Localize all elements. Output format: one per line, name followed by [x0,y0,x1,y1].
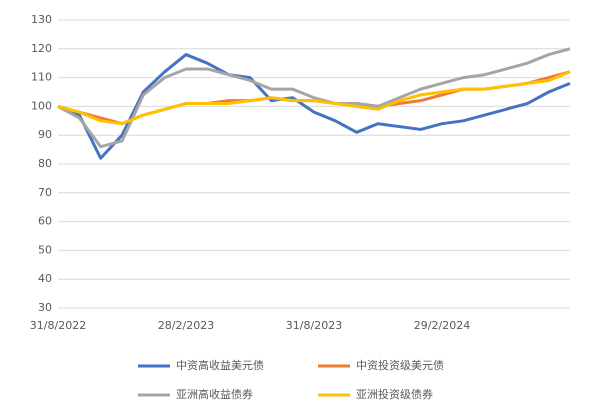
y-tick-label: 70 [38,186,52,199]
legend-label: 亚洲投资级债券 [356,387,433,401]
y-tick-label: 80 [38,157,52,170]
y-tick-label: 30 [38,301,52,314]
y-tick-label: 110 [31,71,52,84]
y-tick-label: 90 [38,128,52,141]
series-line [57,53,571,160]
y-tick-label: 40 [38,272,52,285]
y-tick-label: 130 [31,13,52,26]
x-tick-label: 28/2/2023 [158,319,214,332]
series-line [57,47,571,149]
legend-label: 亚洲高收益债券 [176,387,253,401]
y-tick-label: 60 [38,215,52,228]
y-tick-label: 100 [31,99,52,112]
series-line [57,70,571,126]
x-tick-label: 31/8/2022 [30,319,86,332]
x-tick-label: 29/2/2024 [414,319,470,332]
y-tick-label: 50 [38,243,52,256]
x-tick-label: 31/8/2023 [286,319,342,332]
legend-label: 中资投资级美元债 [356,358,444,372]
legend-label: 中资高收益美元债 [176,358,264,372]
y-tick-label: 120 [31,42,52,55]
